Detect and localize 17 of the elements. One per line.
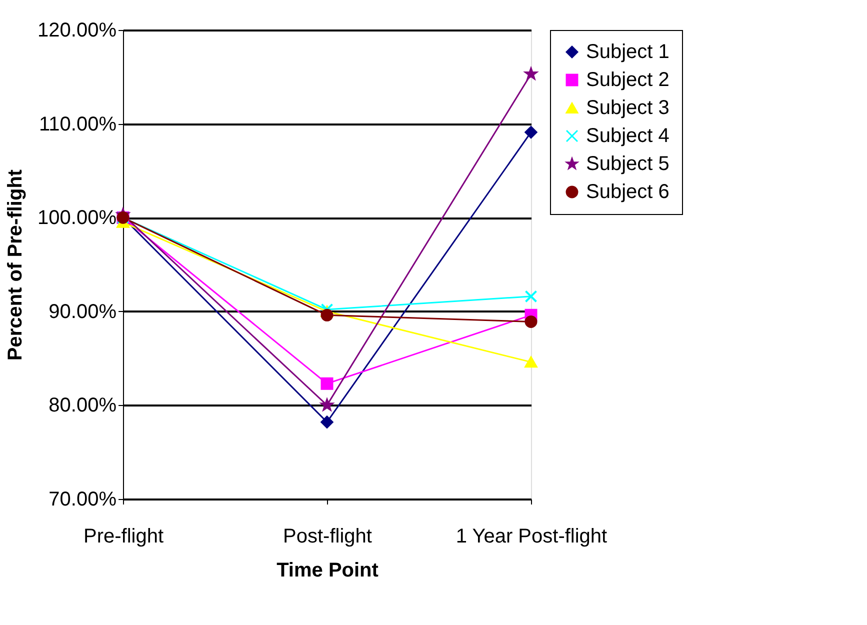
legend-label: Subject 6: [586, 181, 670, 203]
y-tick-label: 120.00%: [38, 20, 117, 42]
y-tick-label: 100.00%: [38, 207, 117, 230]
x-tick-label: Post-flight: [283, 526, 372, 548]
legend-label: Subject 4: [586, 125, 670, 147]
y-tick-label: 110.00%: [39, 113, 117, 136]
y-axis-title: Percent of Pre-flight: [4, 169, 27, 361]
legend-label: Subject 1: [586, 41, 670, 63]
legend-label: Subject 2: [586, 69, 670, 91]
y-tick-label: 70.00%: [48, 488, 117, 510]
y-tick-label: 80.00%: [48, 394, 117, 417]
legend-label: Subject 3: [586, 97, 670, 119]
x-axis-title: Time Point: [276, 560, 379, 582]
x-tick-label: Pre-flight: [83, 526, 164, 548]
legend-label: Subject 5: [586, 153, 670, 175]
y-tick-label: 90.00%: [48, 300, 117, 323]
x-tick-label: 1 Year Post-flight: [456, 526, 608, 548]
